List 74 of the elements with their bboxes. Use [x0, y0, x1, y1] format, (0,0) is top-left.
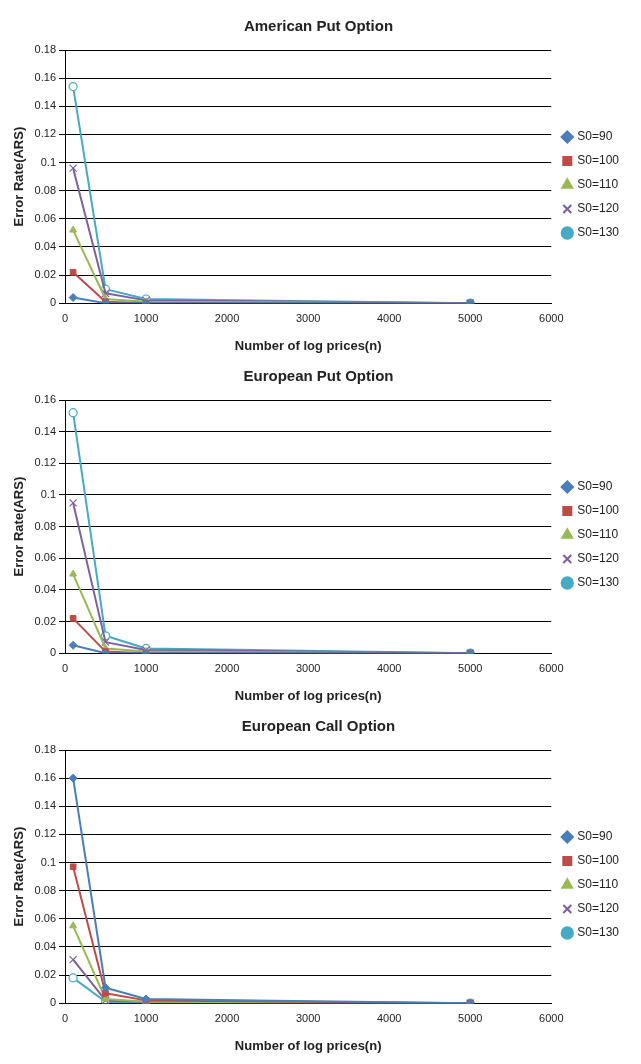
y-tick-label: 0.02 — [34, 968, 57, 981]
y-tick-label: 0.08 — [34, 183, 57, 196]
y-tick-label: 0.04 — [34, 582, 57, 595]
y-tick-label: 0.04 — [34, 939, 57, 952]
y-tick-label: 0.18 — [34, 43, 57, 56]
x-tick-label: 3000 — [295, 311, 321, 324]
y-tick-label: 0.12 — [34, 127, 57, 140]
x-tick-label: 6000 — [539, 1011, 564, 1024]
legend-label: S0=130 — [577, 575, 620, 590]
legend-label: S0=100 — [577, 853, 620, 868]
y-tick-label: 0.18 — [34, 743, 57, 756]
x-axis-title: Number of log prices(n) — [234, 687, 382, 703]
y-tick-label: 0.1 — [40, 855, 57, 868]
x-tick-label: 3000 — [295, 661, 321, 674]
legend-label: S0=110 — [577, 877, 619, 892]
x-tick-label: 0 — [61, 1011, 69, 1024]
x-tick-label: 0 — [61, 311, 69, 324]
y-tick-label: 0.08 — [34, 883, 57, 896]
legend-label: S0=90 — [577, 479, 613, 494]
x-tick-label: 5000 — [458, 661, 483, 674]
x-tick-label: 2000 — [214, 661, 240, 674]
legend-label: S0=130 — [577, 225, 620, 240]
x-tick-label: 4000 — [376, 311, 402, 324]
x-tick-label: 5000 — [458, 311, 483, 324]
y-tick-label: 0.14 — [34, 99, 57, 112]
x-tick-label: 4000 — [376, 661, 402, 674]
x-tick-label: 1000 — [133, 661, 159, 674]
legend-label: S0=90 — [577, 129, 613, 144]
y-tick-label: 0 — [49, 996, 57, 1009]
chart-title: American Put Option — [243, 17, 394, 35]
y-tick-label: 0.04 — [34, 239, 57, 252]
x-tick-label: 2000 — [214, 311, 240, 324]
y-tick-label: 0.08 — [34, 519, 57, 532]
y-tick-label: 0.02 — [34, 268, 57, 281]
y-tick-label: 0.06 — [34, 551, 57, 564]
y-tick-label: 0.02 — [34, 614, 57, 627]
x-tick-label: 0 — [61, 661, 69, 674]
x-tick-label: 1000 — [133, 1011, 159, 1024]
y-axis-title: Error Rate(ARS) — [11, 476, 27, 577]
legend-label: S0=120 — [577, 551, 620, 566]
chart-title: European Call Option — [241, 717, 396, 735]
x-tick-label: 6000 — [539, 311, 564, 324]
y-axis-title: Error Rate(ARS) — [11, 126, 27, 227]
legend-label: S0=100 — [577, 503, 620, 518]
legend-label: S0=100 — [577, 153, 620, 168]
x-tick-label: 1000 — [133, 311, 159, 324]
y-tick-label: 0.14 — [34, 799, 57, 812]
y-tick-label: 0.1 — [40, 487, 57, 500]
x-tick-label: 4000 — [376, 1011, 402, 1024]
chart-title: European Put Option — [243, 367, 394, 385]
x-tick-label: 2000 — [214, 1011, 240, 1024]
y-tick-label: 0 — [49, 296, 57, 309]
y-tick-label: 0.06 — [34, 211, 57, 224]
y-axis-title: Error Rate(ARS) — [11, 826, 27, 927]
legend-label: S0=110 — [577, 527, 619, 542]
x-tick-label: 5000 — [458, 1011, 483, 1024]
x-tick-label: 3000 — [295, 1011, 321, 1024]
x-axis-title: Number of log prices(n) — [234, 1037, 382, 1053]
y-tick-label: 0.16 — [34, 71, 57, 84]
legend-label: S0=90 — [577, 829, 613, 844]
y-tick-label: 0.12 — [34, 827, 57, 840]
y-tick-label: 0 — [49, 646, 57, 659]
legend-label: S0=110 — [577, 177, 619, 192]
legend-label: S0=120 — [577, 901, 620, 916]
x-axis-title: Number of log prices(n) — [234, 337, 382, 353]
legend-label: S0=130 — [577, 925, 620, 940]
y-tick-label: 0.1 — [40, 155, 57, 168]
legend-label: S0=120 — [577, 201, 620, 216]
y-tick-label: 0.14 — [34, 424, 57, 437]
y-tick-label: 0.16 — [34, 393, 57, 406]
x-tick-label: 6000 — [539, 661, 564, 674]
y-tick-label: 0.06 — [34, 911, 57, 924]
y-tick-label: 0.16 — [34, 771, 57, 784]
y-tick-label: 0.12 — [34, 456, 57, 469]
